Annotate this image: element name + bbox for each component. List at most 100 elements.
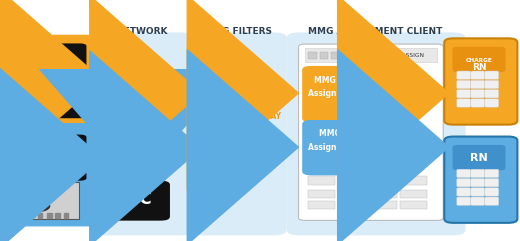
FancyBboxPatch shape (457, 80, 471, 89)
FancyBboxPatch shape (302, 66, 398, 122)
Bar (55, 213, 60, 218)
Bar (339, 189, 366, 198)
Text: CIC: CIC (121, 190, 151, 208)
FancyBboxPatch shape (485, 188, 499, 196)
FancyBboxPatch shape (485, 71, 499, 79)
Bar (47, 213, 51, 218)
Text: CHARGE: CHARGE (465, 58, 492, 63)
FancyBboxPatch shape (471, 188, 485, 196)
Bar (497, 140, 500, 153)
Bar (140, 129, 168, 136)
Bar (76, 74, 79, 103)
FancyBboxPatch shape (89, 32, 193, 235)
FancyBboxPatch shape (6, 43, 86, 118)
Bar (308, 52, 317, 59)
FancyBboxPatch shape (457, 188, 471, 196)
FancyBboxPatch shape (457, 90, 471, 98)
Text: MMG Active Unit: MMG Active Unit (314, 76, 386, 85)
FancyBboxPatch shape (0, 124, 96, 225)
Bar (331, 52, 340, 59)
FancyBboxPatch shape (471, 179, 485, 187)
FancyBboxPatch shape (452, 145, 505, 170)
Bar (38, 213, 42, 218)
Bar (105, 129, 134, 136)
FancyBboxPatch shape (485, 197, 499, 205)
FancyBboxPatch shape (471, 169, 485, 178)
FancyBboxPatch shape (457, 71, 471, 79)
Text: RN: RN (472, 62, 486, 72)
Text: Bed 5S061: Bed 5S061 (25, 142, 67, 148)
FancyBboxPatch shape (191, 32, 287, 235)
FancyBboxPatch shape (457, 169, 471, 178)
Bar (126, 95, 148, 100)
FancyBboxPatch shape (302, 120, 398, 175)
Bar (145, 138, 164, 139)
Bar (339, 176, 366, 185)
Bar (116, 136, 123, 138)
Circle shape (29, 202, 45, 210)
Bar (308, 176, 335, 185)
FancyBboxPatch shape (6, 134, 86, 181)
Text: 5S061: 5S061 (337, 156, 363, 165)
Bar (400, 201, 427, 209)
Bar (108, 130, 131, 135)
FancyBboxPatch shape (485, 169, 499, 178)
FancyBboxPatch shape (485, 90, 499, 98)
Bar (370, 189, 397, 198)
FancyBboxPatch shape (471, 99, 485, 107)
FancyBboxPatch shape (471, 90, 485, 98)
Bar (123, 94, 151, 101)
Text: Assignment for bed: Assignment for bed (307, 143, 392, 152)
Bar (308, 201, 335, 209)
Bar (128, 102, 147, 104)
FancyBboxPatch shape (102, 181, 170, 221)
FancyBboxPatch shape (444, 137, 517, 223)
Bar (320, 52, 328, 59)
Bar (19, 213, 24, 218)
Bar (497, 40, 500, 54)
Circle shape (24, 201, 49, 212)
Text: SpO2 low 64: SpO2 low 64 (26, 170, 66, 175)
Text: RN: RN (470, 153, 488, 162)
Text: NETWORK: NETWORK (115, 27, 167, 36)
Bar (305, 48, 437, 62)
Bar (143, 130, 165, 135)
FancyBboxPatch shape (444, 38, 517, 125)
Bar (110, 138, 129, 139)
Text: SpO2 low 64: SpO2 low 64 (26, 94, 66, 99)
Bar (13, 182, 79, 219)
Text: MMG ASSIGNMENT CLIENT: MMG ASSIGNMENT CLIENT (308, 27, 442, 36)
FancyBboxPatch shape (457, 179, 471, 187)
Bar (132, 213, 140, 217)
Bar (122, 215, 149, 218)
Text: DELAY: DELAY (254, 112, 281, 121)
Bar (151, 136, 158, 138)
FancyBboxPatch shape (485, 99, 499, 107)
Bar (25, 186, 46, 194)
FancyBboxPatch shape (471, 197, 485, 205)
FancyBboxPatch shape (457, 197, 471, 205)
Bar (370, 176, 397, 185)
FancyBboxPatch shape (457, 99, 471, 107)
Bar (28, 213, 32, 218)
FancyBboxPatch shape (287, 32, 465, 235)
Text: Sim Monitor: Sim Monitor (30, 133, 66, 138)
Text: 5S061: 5S061 (337, 103, 363, 112)
FancyBboxPatch shape (471, 71, 485, 79)
Bar (80, 74, 83, 103)
Text: MMG FILTERS: MMG FILTERS (204, 27, 272, 36)
Bar (400, 176, 427, 185)
Bar (308, 189, 335, 198)
FancyBboxPatch shape (0, 36, 96, 125)
FancyBboxPatch shape (471, 80, 485, 89)
Bar (134, 100, 140, 103)
FancyBboxPatch shape (485, 179, 499, 187)
Text: UNITE ASSIGN: UNITE ASSIGN (382, 53, 424, 58)
Text: PASS: PASS (254, 73, 276, 82)
Bar (339, 201, 366, 209)
Text: Assignment for bed: Assignment for bed (307, 89, 392, 99)
FancyBboxPatch shape (452, 47, 505, 72)
Text: Bed 5S061: Bed 5S061 (25, 52, 67, 57)
FancyBboxPatch shape (298, 44, 443, 221)
Bar (370, 201, 397, 209)
